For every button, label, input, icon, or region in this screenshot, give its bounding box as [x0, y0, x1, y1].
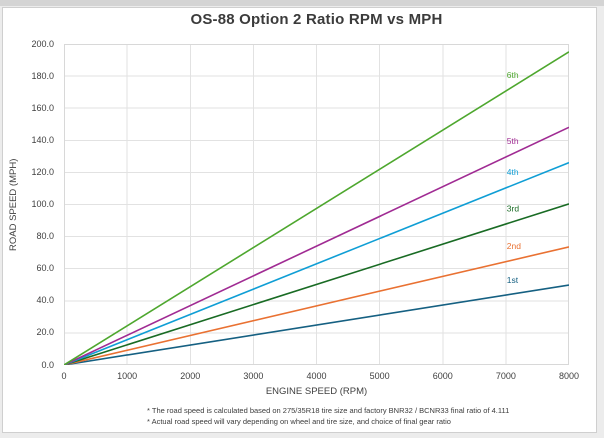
series-label-4th: 4th — [507, 167, 519, 177]
x-tick-label: 5000 — [369, 371, 390, 381]
y-tick-label: 40.0 — [36, 295, 54, 306]
series-line-2nd — [64, 246, 569, 365]
x-tick-label: 2000 — [180, 371, 201, 381]
worksheet-top-strip — [0, 0, 604, 6]
y-tick-label: 60.0 — [36, 263, 54, 274]
chart-frame — [2, 7, 597, 433]
series-label-3rd: 3rd — [507, 203, 520, 213]
y-tick-label: 160.0 — [31, 102, 54, 113]
y-tick-label: 100.0 — [31, 199, 54, 209]
footnote-line-2: * Actual road speed will vary depending … — [147, 416, 451, 426]
x-tick-label: 6000 — [432, 371, 453, 381]
y-tick-label: 120.0 — [31, 166, 54, 177]
series-label-5th: 5th — [507, 136, 519, 146]
series-label-6th: 6th — [507, 70, 519, 80]
series-line-4th — [64, 161, 569, 365]
x-tick-label: 8000 — [558, 371, 580, 381]
plot-area: 1st 2nd 3rd 4th 5th 6th — [64, 44, 569, 365]
y-tick-label: 80.0 — [36, 231, 54, 242]
series-line-3rd — [64, 203, 569, 365]
x-axis-title: ENGINE SPEED (RPM) — [265, 386, 368, 397]
series-label-2nd: 2nd — [507, 241, 521, 251]
series-line-1st — [64, 284, 569, 365]
y-tick-label: 20.0 — [36, 327, 54, 338]
x-tick-label: 0 — [61, 371, 67, 381]
series-line-6th — [64, 51, 569, 365]
y-tick-label: 200.0 — [31, 38, 54, 49]
x-tick-label: 4000 — [306, 371, 327, 381]
y-tick-label: 180.0 — [31, 70, 54, 81]
footnote-line-1: * The road speed is calculated based on … — [147, 406, 510, 415]
footnotes: * The road speed is calculated based on … — [147, 406, 509, 427]
y-tick-label: 0.0 — [41, 359, 54, 370]
x-tick-label: 1000 — [117, 371, 138, 381]
series-line-5th — [64, 126, 569, 365]
series-label-1st: 1st — [507, 275, 519, 285]
x-tick-label: 3000 — [243, 371, 264, 381]
chart-title: OS-88 Option 2 Ratio RPM vs MPH — [190, 11, 443, 28]
x-tick-label: 7000 — [495, 371, 516, 381]
y-tick-label: 140.0 — [31, 134, 54, 145]
